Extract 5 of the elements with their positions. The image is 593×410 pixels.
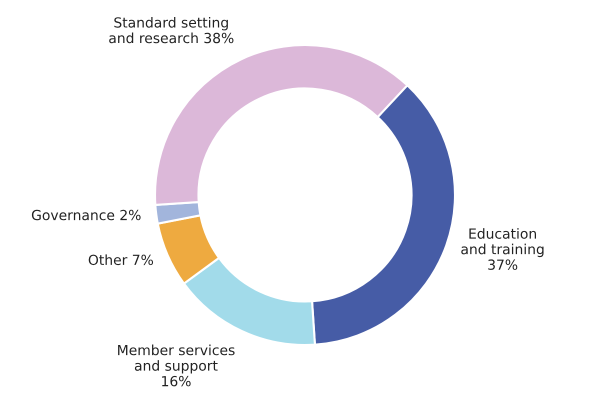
slice-label: Member services and support 16%: [118, 344, 235, 386]
slice-label: Other 7%: [88, 254, 154, 266]
slice-label: Governance 2%: [32, 210, 141, 220]
slice-label: Education and training 37%: [461, 228, 544, 270]
slice-label: Standard setting and research 38%: [109, 16, 234, 44]
